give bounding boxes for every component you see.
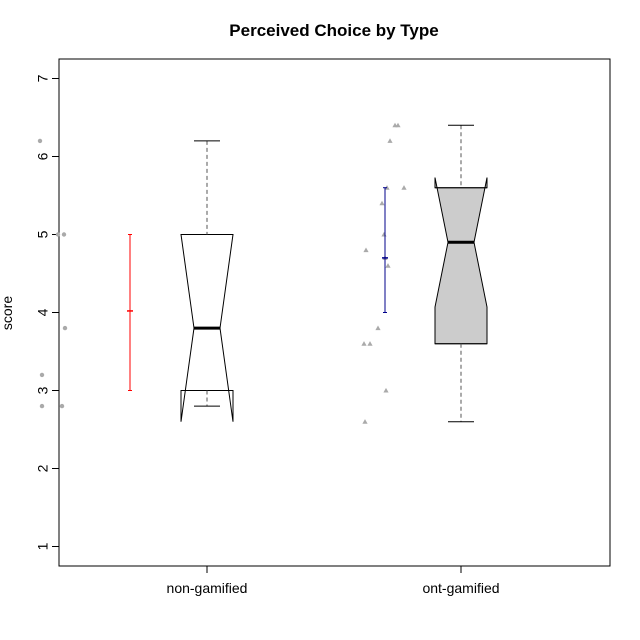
y-tick-label: 7 [35,74,51,82]
y-axis-label: score [0,296,15,330]
x-tick-label: ont-gamified [422,580,499,596]
y-tick-label: 6 [35,152,51,160]
mean-bar-ont-gamified [382,188,388,313]
chart-title: Perceived Choice by Type [229,21,438,40]
data-point [56,232,60,236]
x-axis: non-gamified ont-gamified [167,566,500,596]
y-tick-label: 3 [35,386,51,394]
x-tick-label: non-gamified [167,580,248,596]
data-point [361,341,366,346]
box-body [435,178,487,344]
data-point [379,201,384,206]
boxplot-ont-gamified [435,125,487,421]
plot-frame [59,59,610,566]
data-point [40,373,44,377]
data-point [375,326,380,331]
mean-bars [127,188,388,391]
boxes [181,125,487,421]
data-point [63,326,67,330]
data-point [40,404,44,408]
y-tick-label: 5 [35,230,51,238]
data-point [363,248,368,253]
data-point [362,419,367,424]
data-point [60,404,64,408]
data-point [383,388,388,393]
boxplot-non-gamified [181,141,233,422]
data-point [385,263,390,268]
mean-bar-non-gamified [127,235,133,391]
y-tick-label: 4 [35,308,51,316]
data-point [62,232,66,236]
data-point [367,341,372,346]
y-tick-label: 1 [35,542,51,550]
data-point [387,138,392,143]
data-point [401,185,406,190]
y-axis: 1 2 3 4 5 6 7 [35,74,59,550]
y-tick-label: 2 [35,464,51,472]
data-point [381,232,386,237]
data-point [38,139,42,143]
